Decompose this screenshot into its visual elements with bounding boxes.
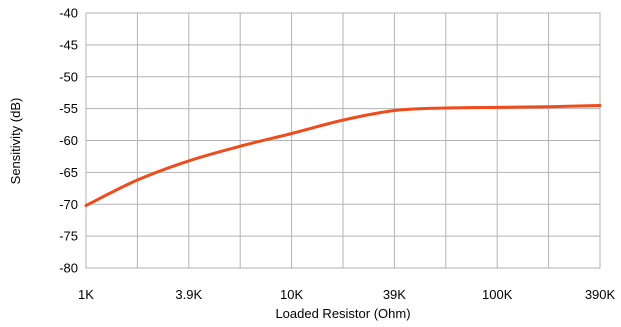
y-tick-label: -45 [59,37,78,52]
y-tick-label: -55 [59,101,78,116]
y-tick-label: -75 [59,229,78,244]
y-tick-label: -70 [59,197,78,212]
x-tick-label: 3.9K [175,287,202,302]
x-tick-label: 1K [78,287,94,302]
y-tick-label: -80 [59,261,78,276]
y-axis-tick-labels: -40 -45 -50 -55 -60 -65 -70 -75 -80 [59,6,78,276]
x-axis-tick-labels: 1K 3.9K 10K 39K 100K 390K [78,287,615,302]
x-tick-label: 39K [383,287,406,302]
x-tick-label: 10K [280,287,303,302]
y-axis-title: Sensitivity (dB) [8,98,23,185]
series-layer [84,103,602,208]
x-tick-label: 100K [482,287,513,302]
x-axis-title: Loaded Resistor (Ohm) [275,306,410,321]
series-line [84,103,602,208]
plot-area [85,12,601,269]
y-tick-label: -40 [59,6,78,21]
y-tick-label: -50 [59,69,78,84]
grid [85,12,601,269]
x-tick-label: 390K [585,287,616,302]
y-tick-label: -65 [59,165,78,180]
y-tick-label: -60 [59,133,78,148]
